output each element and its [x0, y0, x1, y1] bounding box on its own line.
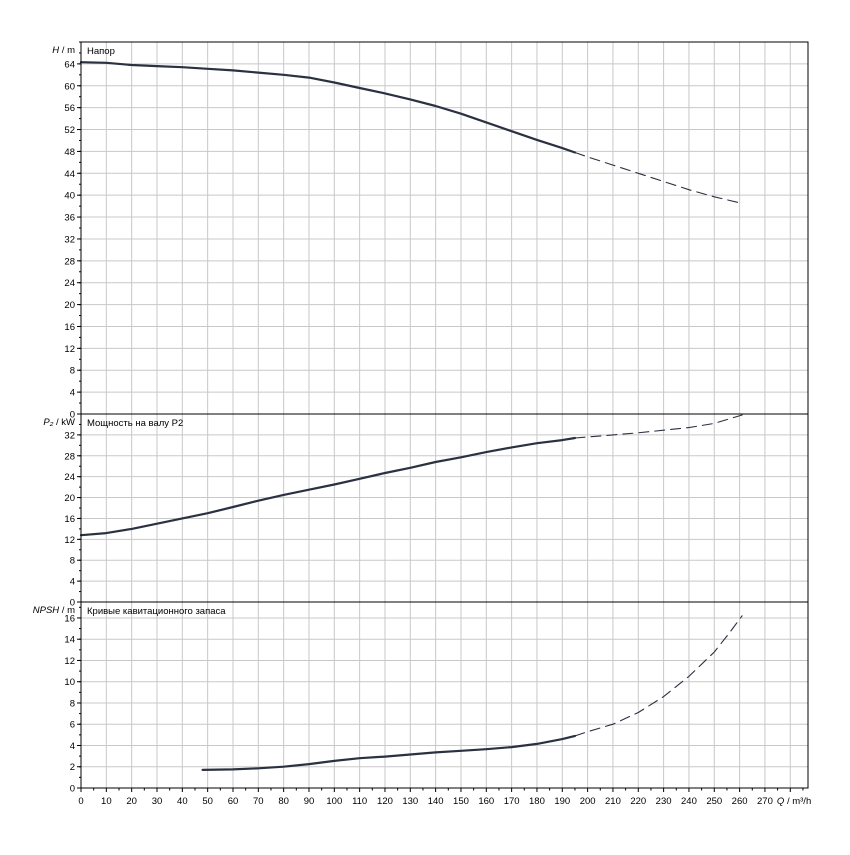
x-axis-unit: / m³/h — [784, 796, 811, 807]
y-tick-label: 24 — [64, 278, 75, 289]
x-tick-label: 140 — [428, 796, 444, 807]
x-tick-label: 170 — [504, 796, 520, 807]
y-tick-label: 20 — [64, 300, 75, 311]
x-tick-label: 10 — [101, 796, 112, 807]
x-tick-label: 20 — [126, 796, 137, 807]
y-tick-label: 36 — [64, 213, 75, 224]
x-tick-label: 210 — [605, 796, 621, 807]
x-tick-label: 230 — [656, 796, 672, 807]
y-tick-label: 0 — [70, 410, 75, 421]
panel-frame — [80, 601, 809, 789]
grid-layer — [81, 42, 808, 788]
curve-head-dashed — [574, 151, 741, 204]
y-axis-symbol: H — [52, 45, 59, 56]
y-tick-label: 16 — [64, 613, 75, 624]
y-tick-label: 32 — [64, 430, 75, 441]
y-axis-unit: / m — [59, 605, 75, 616]
y-tick-label: 16 — [64, 322, 75, 333]
y-tick-label: 2 — [70, 762, 75, 773]
x-tick-label: 180 — [529, 796, 545, 807]
y-axis-unit: / kW — [53, 417, 75, 428]
y-tick-label: 4 — [70, 577, 75, 588]
panel-frame — [80, 413, 809, 603]
x-tick-label: 160 — [478, 796, 494, 807]
y-axis-symbol: P₂ — [43, 417, 53, 428]
y-tick-label: 10 — [64, 677, 75, 688]
panel-title: Кривые кавитационного запаса — [87, 606, 226, 617]
y-tick-label: 8 — [70, 698, 75, 709]
curve-power-dashed — [574, 414, 743, 439]
y-axis-label: H / m — [52, 45, 75, 56]
x-axis-label: Q / m³/h — [777, 796, 811, 807]
x-tick-label: 80 — [278, 796, 289, 807]
x-tick-label: 250 — [706, 796, 722, 807]
y-tick-label: 44 — [64, 169, 75, 180]
y-tick-label: 28 — [64, 256, 75, 267]
curve-npsh-dashed — [574, 615, 743, 737]
y-tick-label: 14 — [64, 635, 75, 646]
y-tick-label: 24 — [64, 472, 75, 483]
panel-title: Напор — [87, 46, 115, 57]
x-tick-label: 240 — [681, 796, 697, 807]
x-tick-label: 120 — [377, 796, 393, 807]
y-axis-label: P₂ / kW — [43, 417, 75, 428]
y-tick-label: 4 — [70, 388, 75, 399]
y-tick-label: 32 — [64, 234, 75, 245]
y-tick-label: 40 — [64, 191, 75, 202]
y-tick-label: 28 — [64, 451, 75, 462]
y-tick-label: 4 — [70, 741, 75, 752]
y-tick-label: 60 — [64, 81, 75, 92]
x-tick-label: 110 — [352, 796, 367, 807]
x-tick-label: 0 — [78, 796, 83, 807]
y-tick-label: 12 — [64, 535, 75, 546]
curve-head-solid — [79, 61, 577, 154]
x-axis-symbol: Q — [777, 796, 785, 807]
y-axis-unit: / m — [59, 45, 75, 56]
y-tick-label: 8 — [70, 366, 75, 377]
y-tick-label: 12 — [64, 656, 75, 667]
x-tick-label: 70 — [253, 796, 264, 807]
x-tick-label: 100 — [326, 796, 342, 807]
y-tick-label: 8 — [70, 556, 75, 567]
x-tick-label: 200 — [580, 796, 596, 807]
y-tick-label: 56 — [64, 103, 75, 114]
y-tick-label: 48 — [64, 147, 75, 158]
x-tick-label: 50 — [202, 796, 213, 807]
panel-title: Мощность на валу P2 — [87, 418, 183, 429]
y-tick-label: 0 — [70, 784, 75, 795]
y-tick-label: 20 — [64, 493, 75, 504]
y-axis-symbol: NPSH — [33, 605, 60, 616]
x-tick-label: 30 — [152, 796, 163, 807]
y-tick-label: 64 — [64, 59, 75, 70]
x-tick-label: 190 — [554, 796, 570, 807]
x-tick-label: 40 — [177, 796, 188, 807]
y-tick-label: 52 — [64, 125, 75, 136]
x-tick-label: 260 — [732, 796, 748, 807]
x-tick-label: 60 — [228, 796, 239, 807]
curve-layer — [79, 61, 743, 772]
y-tick-label: 12 — [64, 344, 75, 355]
x-tick-label: 150 — [453, 796, 469, 807]
curve-power-solid — [79, 436, 577, 537]
x-tick-label: 90 — [304, 796, 315, 807]
y-tick-label: 0 — [70, 598, 75, 609]
curve-npsh-solid — [201, 734, 577, 772]
frame-layer — [77, 41, 809, 792]
x-tick-label: 270 — [757, 796, 773, 807]
x-tick-label: 220 — [630, 796, 646, 807]
y-tick-label: 16 — [64, 514, 75, 525]
x-tick-label: 130 — [402, 796, 418, 807]
y-axis-label: NPSH / m — [33, 605, 75, 616]
panel-frame — [80, 41, 809, 415]
y-tick-label: 6 — [70, 720, 75, 731]
